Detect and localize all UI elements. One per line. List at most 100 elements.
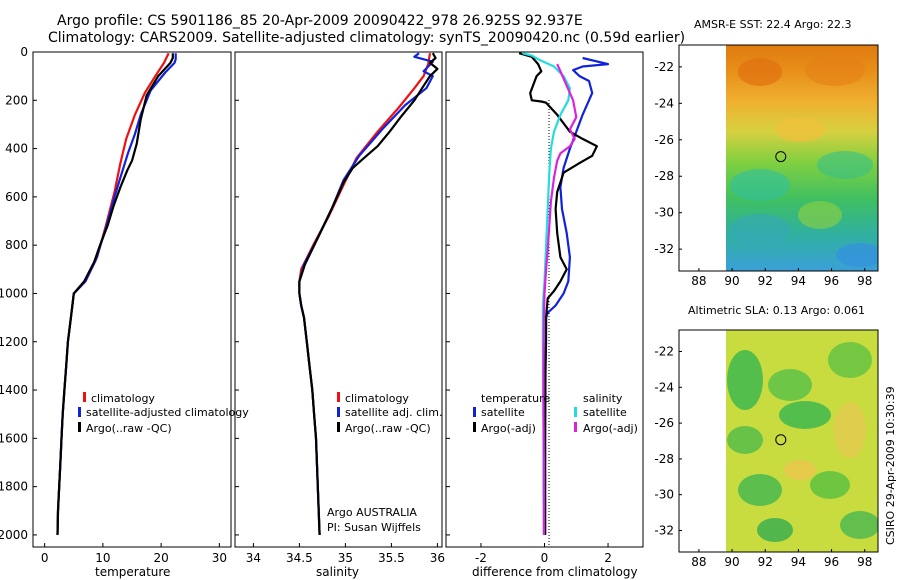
map-y-tick-label: -22 bbox=[654, 344, 674, 358]
map-x-tick-label: 92 bbox=[758, 555, 773, 569]
legend-swatch-climatology bbox=[83, 392, 86, 402]
map-y-tick-label: -26 bbox=[654, 416, 674, 430]
sst-field bbox=[726, 45, 878, 271]
x-tick-label: 34.5 bbox=[286, 551, 313, 565]
temperature-panel-frame bbox=[32, 51, 232, 548]
difference-plot bbox=[518, 52, 610, 535]
legend-swatch-satellite-adjusted bbox=[78, 407, 81, 417]
timestamp-stamp: CSIRO 29-Apr-2009 10:30:39 bbox=[884, 386, 897, 545]
x-tick-label: -2 bbox=[475, 551, 487, 565]
diff-legend-sal-satellite: satellite bbox=[583, 406, 627, 419]
sla-argo-location-marker bbox=[775, 434, 787, 446]
legend-swatch-argo bbox=[78, 422, 81, 432]
series-line-salinity-argo-adj- bbox=[542, 63, 578, 535]
map-y-tick-label: -32 bbox=[654, 242, 674, 256]
temp-legend-argo: Argo(..raw -QC) bbox=[86, 422, 172, 435]
x-tick-label: 2 bbox=[604, 551, 612, 565]
diff-legend-temperature-title: temperature bbox=[481, 392, 550, 405]
series-line-temperature-argo-adj- bbox=[518, 52, 599, 535]
map-y-tick-label: -24 bbox=[654, 380, 674, 394]
legend-swatch-argo-sal bbox=[337, 422, 340, 432]
salinity-plot bbox=[298, 52, 439, 535]
legend-swatch-climatology-sal bbox=[337, 392, 340, 402]
series-line-satellite-adjusted-climatology bbox=[56, 53, 177, 535]
legend-swatch-satellite-sal bbox=[337, 407, 340, 417]
map-y-tick-label: -32 bbox=[654, 524, 674, 538]
series-line-climatology bbox=[298, 53, 432, 535]
map-x-tick-label: 98 bbox=[857, 555, 872, 569]
map-x-tick-label: 88 bbox=[691, 274, 706, 288]
depth-tick-label: 400 bbox=[5, 142, 28, 156]
temp-legend-climatology: climatology bbox=[91, 392, 155, 405]
x-tick-label: 30 bbox=[212, 551, 227, 565]
legend-swatch-sal-argo bbox=[574, 422, 577, 432]
map-x-tick-label: 90 bbox=[724, 274, 739, 288]
header-title-line1: Argo profile: CS 5901186_85 20-Apr-2009 … bbox=[57, 13, 583, 29]
map-y-tick-label: -28 bbox=[654, 452, 674, 466]
x-tick-label: 34 bbox=[246, 551, 261, 565]
depth-tick-label: 1400 bbox=[0, 383, 28, 397]
depth-tick-label: 600 bbox=[5, 190, 28, 204]
salinity-xlabel: salinity bbox=[316, 565, 359, 579]
difference-x-axis: -2 0 2 bbox=[475, 543, 612, 565]
map-x-tick-label: 98 bbox=[857, 274, 872, 288]
map-x-tick-label: 94 bbox=[791, 555, 806, 569]
diff-legend-temp-argo: Argo(-adj) bbox=[481, 422, 536, 435]
argo-agency-label: Argo AUSTRALIA bbox=[327, 506, 417, 519]
header-title-line2: Climatology: CARS2009. Satellite-adjuste… bbox=[48, 30, 685, 46]
x-tick-label: 0 bbox=[41, 551, 49, 565]
sla-map-title: Altimetric SLA: 0.13 Argo: 0.061 bbox=[688, 304, 865, 317]
sst-argo-location-marker bbox=[775, 151, 787, 163]
temp-legend-satellite: satellite-adjusted climatology bbox=[86, 406, 249, 419]
map-y-tick-label: -28 bbox=[654, 169, 674, 183]
temperature-xlabel: temperature bbox=[95, 565, 170, 579]
map-x-tick-label: 96 bbox=[824, 274, 839, 288]
map-x-tick-label: 94 bbox=[791, 274, 806, 288]
map-y-tick-label: -30 bbox=[654, 488, 674, 502]
legend-swatch-temp-satellite bbox=[473, 407, 476, 417]
series-line-satellite-adj-clim- bbox=[298, 52, 434, 535]
diff-legend-salinity-title: salinity bbox=[583, 392, 623, 405]
salinity-x-axis: 34 34.5 35 35.5 36 bbox=[246, 543, 445, 565]
x-tick-label: 20 bbox=[153, 551, 168, 565]
map-x-tick-label: 90 bbox=[724, 555, 739, 569]
depth-tick-label: 1800 bbox=[0, 480, 28, 494]
x-tick-label: 10 bbox=[95, 551, 110, 565]
x-tick-label: 35 bbox=[338, 551, 353, 565]
depth-tick-label: 0 bbox=[20, 45, 28, 59]
map-y-tick-label: -22 bbox=[654, 60, 674, 74]
map-y-tick-label: -24 bbox=[654, 96, 674, 110]
sal-legend-satellite: satellite adj. clim. bbox=[345, 406, 442, 419]
series-line-argo-raw-qc- bbox=[56, 53, 174, 535]
map-y-tick-label: -30 bbox=[654, 206, 674, 220]
depth-tick-label: 1600 bbox=[0, 431, 28, 445]
x-tick-label: 35.5 bbox=[378, 551, 405, 565]
argo-pi-label: PI: Susan Wijffels bbox=[327, 521, 421, 534]
diff-legend-temp-satellite: satellite bbox=[481, 406, 525, 419]
map-x-tick-label: 92 bbox=[758, 274, 773, 288]
map-x-tick-label: 88 bbox=[691, 555, 706, 569]
depth-axis: 0 200 400 600 800 1000 1200 1400 1600 1800 2000 bbox=[0, 45, 450, 542]
depth-tick-label: 2000 bbox=[0, 528, 28, 542]
sla-field bbox=[726, 330, 878, 552]
salinity-panel-frame bbox=[234, 51, 443, 548]
legend-swatch-temp-argo bbox=[473, 422, 476, 432]
sal-legend-argo: Argo(..raw -QC) bbox=[345, 422, 431, 435]
depth-tick-label: 1200 bbox=[0, 335, 28, 349]
map-y-tick-label: -26 bbox=[654, 133, 674, 147]
x-tick-label: 36 bbox=[430, 551, 445, 565]
sst-map-title: AMSR-E SST: 22.4 Argo: 22.3 bbox=[694, 18, 852, 31]
sst-map-axes: 88 90 92 94 96 98 -22 -24 -26 -28 -30 -32 bbox=[654, 60, 872, 288]
map-x-tick-label: 96 bbox=[824, 555, 839, 569]
legend-swatch-sal-satellite bbox=[574, 407, 577, 417]
depth-tick-label: 200 bbox=[5, 93, 28, 107]
sla-map-axes: 88 90 92 94 96 98 -22 -24 -26 -28 -30 -32 bbox=[654, 344, 872, 569]
x-tick-label: 0 bbox=[541, 551, 549, 565]
temperature-plot bbox=[56, 52, 177, 535]
series-line-argo-raw-qc- bbox=[298, 52, 439, 535]
depth-tick-label: 1000 bbox=[0, 286, 28, 300]
depth-tick-label: 800 bbox=[5, 238, 28, 252]
diff-legend-sal-argo: Argo(-adj) bbox=[583, 422, 638, 435]
